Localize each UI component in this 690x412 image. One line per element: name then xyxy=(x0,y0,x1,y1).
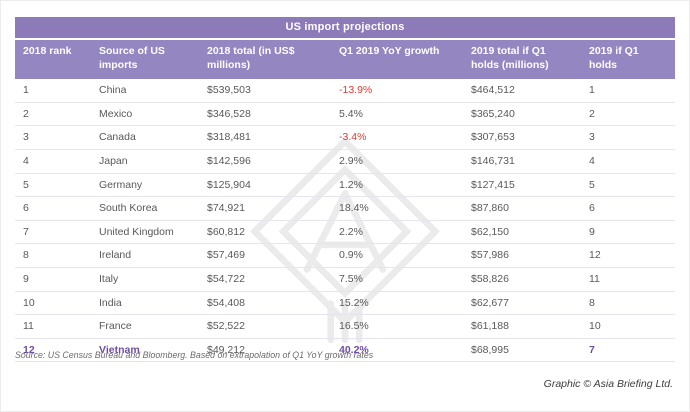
cell-2019-total: $61,188 xyxy=(463,314,581,339)
cell-2019-total: $68,995 xyxy=(463,338,581,363)
cell-source: Italy xyxy=(91,267,199,292)
table-row: 8 Ireland $57,469 0.9% $57,986 12 xyxy=(15,243,675,269)
cell-2018-rank: 5 xyxy=(15,173,91,198)
cell-source: United Kingdom xyxy=(91,220,199,245)
cell-2018-rank: 7 xyxy=(15,220,91,245)
cell-2019-rank: 11 xyxy=(581,267,675,292)
cell-2019-total: $464,512 xyxy=(463,79,581,103)
cell-2019-rank: 9 xyxy=(581,220,675,245)
cell-2018-total: $142,596 xyxy=(199,149,331,174)
cell-2018-rank: 4 xyxy=(15,149,91,174)
cell-q1-growth: 2.9% xyxy=(331,149,463,174)
cell-2019-total: $62,677 xyxy=(463,291,581,316)
table-body: 1 China $539,503 -13.9% $464,512 1 2 Mex… xyxy=(15,79,675,363)
cell-2018-total: $539,503 xyxy=(199,79,331,103)
cell-2018-rank: 6 xyxy=(15,196,91,221)
cell-2019-total: $62,150 xyxy=(463,220,581,245)
cell-source: Vietnam xyxy=(91,338,199,363)
cell-2019-total: $146,731 xyxy=(463,149,581,174)
cell-2018-total: $57,469 xyxy=(199,243,331,269)
graphic-credit: Graphic © Asia Briefing Ltd. xyxy=(543,378,673,390)
table-row: 9 Italy $54,722 7.5% $58,826 11 xyxy=(15,267,675,292)
cell-2019-total: $58,826 xyxy=(463,267,581,292)
col-header-2018-rank: 2018 rank xyxy=(15,40,91,80)
cell-2018-total: $52,522 xyxy=(199,314,331,339)
table-row: 7 United Kingdom $60,812 2.2% $62,150 9 xyxy=(15,220,675,245)
cell-source: Germany xyxy=(91,173,199,198)
cell-2019-total: $127,415 xyxy=(463,173,581,198)
col-header-source: Source of US imports xyxy=(91,40,199,80)
table-row: 6 South Korea $74,921 18.4% $87,860 6 xyxy=(15,196,675,221)
cell-2019-total: $307,653 xyxy=(463,125,581,151)
col-header-2018-total: 2018 total (in US$ millions) xyxy=(199,40,331,80)
cell-source: Mexico xyxy=(91,102,199,127)
cell-2018-rank: 3 xyxy=(15,125,91,151)
import-projections-table: US import projections 2018 rank Source o… xyxy=(15,17,675,363)
cell-source: China xyxy=(91,79,199,103)
cell-2019-total: $57,986 xyxy=(463,243,581,269)
cell-q1-growth: 5.4% xyxy=(331,102,463,127)
cell-2018-rank: 10 xyxy=(15,291,91,316)
cell-2019-total: $365,240 xyxy=(463,102,581,127)
cell-2018-total: $74,921 xyxy=(199,196,331,221)
cell-2019-rank: 5 xyxy=(581,173,675,198)
cell-source: South Korea xyxy=(91,196,199,221)
table-row: 5 Germany $125,904 1.2% $127,415 5 xyxy=(15,173,675,198)
cell-2018-rank: 8 xyxy=(15,243,91,269)
table-row: 11 France $52,522 16.5% $61,188 10 xyxy=(15,314,675,339)
cell-2018-rank: 9 xyxy=(15,267,91,292)
cell-2018-total: $125,904 xyxy=(199,173,331,198)
cell-2018-rank: 2 xyxy=(15,102,91,127)
col-header-2019-total: 2019 total if Q1 holds (millions) xyxy=(463,40,581,80)
cell-source: India xyxy=(91,291,199,316)
table-row: 12 Vietnam $49,212 40.2% $68,995 7 xyxy=(15,338,675,363)
cell-2019-rank: 12 xyxy=(581,243,675,269)
cell-q1-growth: 7.5% xyxy=(331,267,463,292)
col-header-q1-growth: Q1 2019 YoY growth xyxy=(331,40,463,80)
data-table: 2018 rank Source of US imports 2018 tota… xyxy=(15,40,675,363)
cell-q1-growth: 40.2% xyxy=(331,338,463,363)
cell-2018-total: $346,528 xyxy=(199,102,331,127)
cell-source: Japan xyxy=(91,149,199,174)
cell-2019-rank: 4 xyxy=(581,149,675,174)
cell-2018-rank: 11 xyxy=(15,314,91,339)
cell-2019-rank: 7 xyxy=(581,338,675,363)
cell-2018-total: $54,722 xyxy=(199,267,331,292)
table-row: 10 India $54,408 15.2% $62,677 8 xyxy=(15,291,675,316)
cell-2018-rank: 1 xyxy=(15,79,91,103)
cell-2019-rank: 8 xyxy=(581,291,675,316)
cell-2019-rank: 6 xyxy=(581,196,675,221)
cell-2019-rank: 2 xyxy=(581,102,675,127)
cell-source: Ireland xyxy=(91,243,199,269)
header-row: 2018 rank Source of US imports 2018 tota… xyxy=(15,40,675,80)
cell-q1-growth: 2.2% xyxy=(331,220,463,245)
cell-q1-growth: 15.2% xyxy=(331,291,463,316)
cell-q1-growth: -13.9% xyxy=(331,79,463,103)
cell-q1-growth: -3.4% xyxy=(331,125,463,151)
cell-2019-rank: 10 xyxy=(581,314,675,339)
cell-source: France xyxy=(91,314,199,339)
cell-2019-total: $87,860 xyxy=(463,196,581,221)
cell-2018-total: $49,212 xyxy=(199,338,331,363)
table-header: 2018 rank Source of US imports 2018 tota… xyxy=(15,40,675,80)
cell-source: Canada xyxy=(91,125,199,151)
cell-2018-total: $54,408 xyxy=(199,291,331,316)
cell-2018-rank: 12 xyxy=(15,338,91,363)
table-row: 2 Mexico $346,528 5.4% $365,240 2 xyxy=(15,102,675,127)
table-row: 1 China $539,503 -13.9% $464,512 1 xyxy=(15,79,675,103)
cell-q1-growth: 1.2% xyxy=(331,173,463,198)
cell-2018-total: $60,812 xyxy=(199,220,331,245)
cell-q1-growth: 16.5% xyxy=(331,314,463,339)
table-title: US import projections xyxy=(15,17,675,38)
col-header-2019-rank: 2019 if Q1 holds xyxy=(581,40,675,80)
cell-2018-total: $318,481 xyxy=(199,125,331,151)
cell-q1-growth: 0.9% xyxy=(331,243,463,269)
cell-2019-rank: 3 xyxy=(581,125,675,151)
cell-2019-rank: 1 xyxy=(581,79,675,103)
cell-q1-growth: 18.4% xyxy=(331,196,463,221)
table-row: 3 Canada $318,481 -3.4% $307,653 3 xyxy=(15,125,675,151)
table-row: 4 Japan $142,596 2.9% $146,731 4 xyxy=(15,149,675,174)
